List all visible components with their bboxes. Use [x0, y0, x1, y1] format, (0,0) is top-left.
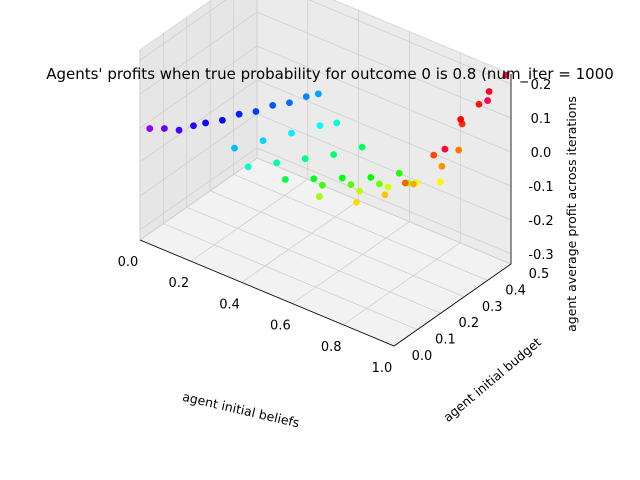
data-point [353, 198, 360, 206]
x-tick-label: 0.4 [219, 297, 240, 312]
data-point [347, 181, 355, 188]
z-grid-line [139, 11, 512, 119]
z-tick-label: -0.1 [528, 180, 553, 195]
y-grid-line [186, 17, 441, 314]
y-grid-line [233, 0, 488, 281]
y-axis-label: agent initial budget [440, 334, 544, 424]
data-point [231, 144, 238, 152]
data-point [333, 119, 341, 127]
z-grid-line [139, 45, 512, 153]
data-point [319, 181, 326, 189]
data-point [338, 174, 346, 182]
z-grid-line [139, 79, 512, 187]
data-point [401, 179, 409, 187]
data-point [281, 176, 289, 183]
x-axis-label: agent initial beliefs [181, 389, 301, 431]
chart-title: Agents' profits when true probability fo… [46, 65, 614, 84]
z-grid-line [139, 147, 512, 255]
data-point [356, 187, 363, 195]
y-grid-line [162, 33, 418, 330]
data-point [301, 155, 309, 163]
x-axis-line [139, 239, 395, 347]
data-point [161, 125, 168, 132]
x-tick-label: 1.0 [372, 361, 393, 376]
data-point [302, 93, 310, 101]
data-point [381, 191, 389, 199]
tick-labels: 0.00.20.40.60.81.00.00.10.20.30.40.5-0.3… [118, 78, 554, 376]
z-tick-label: 0.1 [531, 112, 552, 127]
data-point [202, 119, 209, 127]
data-point [316, 122, 324, 130]
y-tick-label: 0.5 [529, 267, 550, 282]
data-point [252, 108, 260, 115]
z-tick-label: -0.3 [528, 248, 553, 263]
z-grid-line [139, 0, 512, 85]
data-point [457, 115, 465, 123]
z-tick-label: 0.0 [531, 146, 552, 161]
data-point [485, 88, 493, 95]
y-tick-label: 0.2 [458, 316, 479, 331]
data-point [286, 99, 293, 107]
data-point [330, 151, 338, 158]
data-point [367, 173, 375, 181]
data-point [259, 137, 267, 145]
data-point [484, 97, 491, 104]
data-point [175, 126, 183, 134]
y-tick-label: 0.0 [412, 349, 433, 364]
data-point [410, 180, 417, 188]
z-tick-label: -0.2 [528, 214, 553, 229]
data-point [441, 145, 449, 153]
data-point [288, 129, 295, 137]
data-point [455, 146, 463, 154]
data-point [235, 110, 243, 118]
scatter-points [146, 71, 510, 206]
data-point [218, 116, 226, 124]
y-grid-line [256, 0, 512, 265]
data-point [395, 169, 403, 177]
data-point [502, 71, 510, 79]
data-point [430, 151, 438, 159]
data-point [358, 143, 366, 151]
x-tick-label: 0.0 [118, 255, 139, 270]
y-tick-label: 0.3 [482, 300, 503, 315]
z-axis-label: agent average profit across iterations [564, 96, 579, 332]
y-axis-line [393, 263, 512, 347]
data-point [269, 102, 277, 109]
data-point [315, 193, 323, 200]
data-point [310, 175, 318, 183]
data-point [314, 90, 322, 98]
data-point [190, 122, 197, 130]
data-point [475, 100, 483, 108]
z-tick-label: 0.2 [531, 78, 552, 93]
data-point [375, 180, 383, 188]
x-tick-label: 0.8 [321, 340, 342, 355]
y-tick-label: 0.4 [505, 283, 526, 298]
data-point [146, 125, 154, 132]
y-tick-label: 0.1 [435, 333, 456, 348]
x-tick-label: 0.2 [168, 276, 189, 291]
data-point [436, 178, 444, 186]
axis-lines [139, 74, 512, 347]
axes-panes [138, 0, 513, 347]
data-point [244, 163, 252, 171]
y-grid-line [209, 0, 465, 298]
data-point [273, 159, 281, 167]
data-point [384, 183, 392, 191]
x-tick-label: 0.6 [270, 319, 291, 334]
data-point [438, 162, 446, 170]
